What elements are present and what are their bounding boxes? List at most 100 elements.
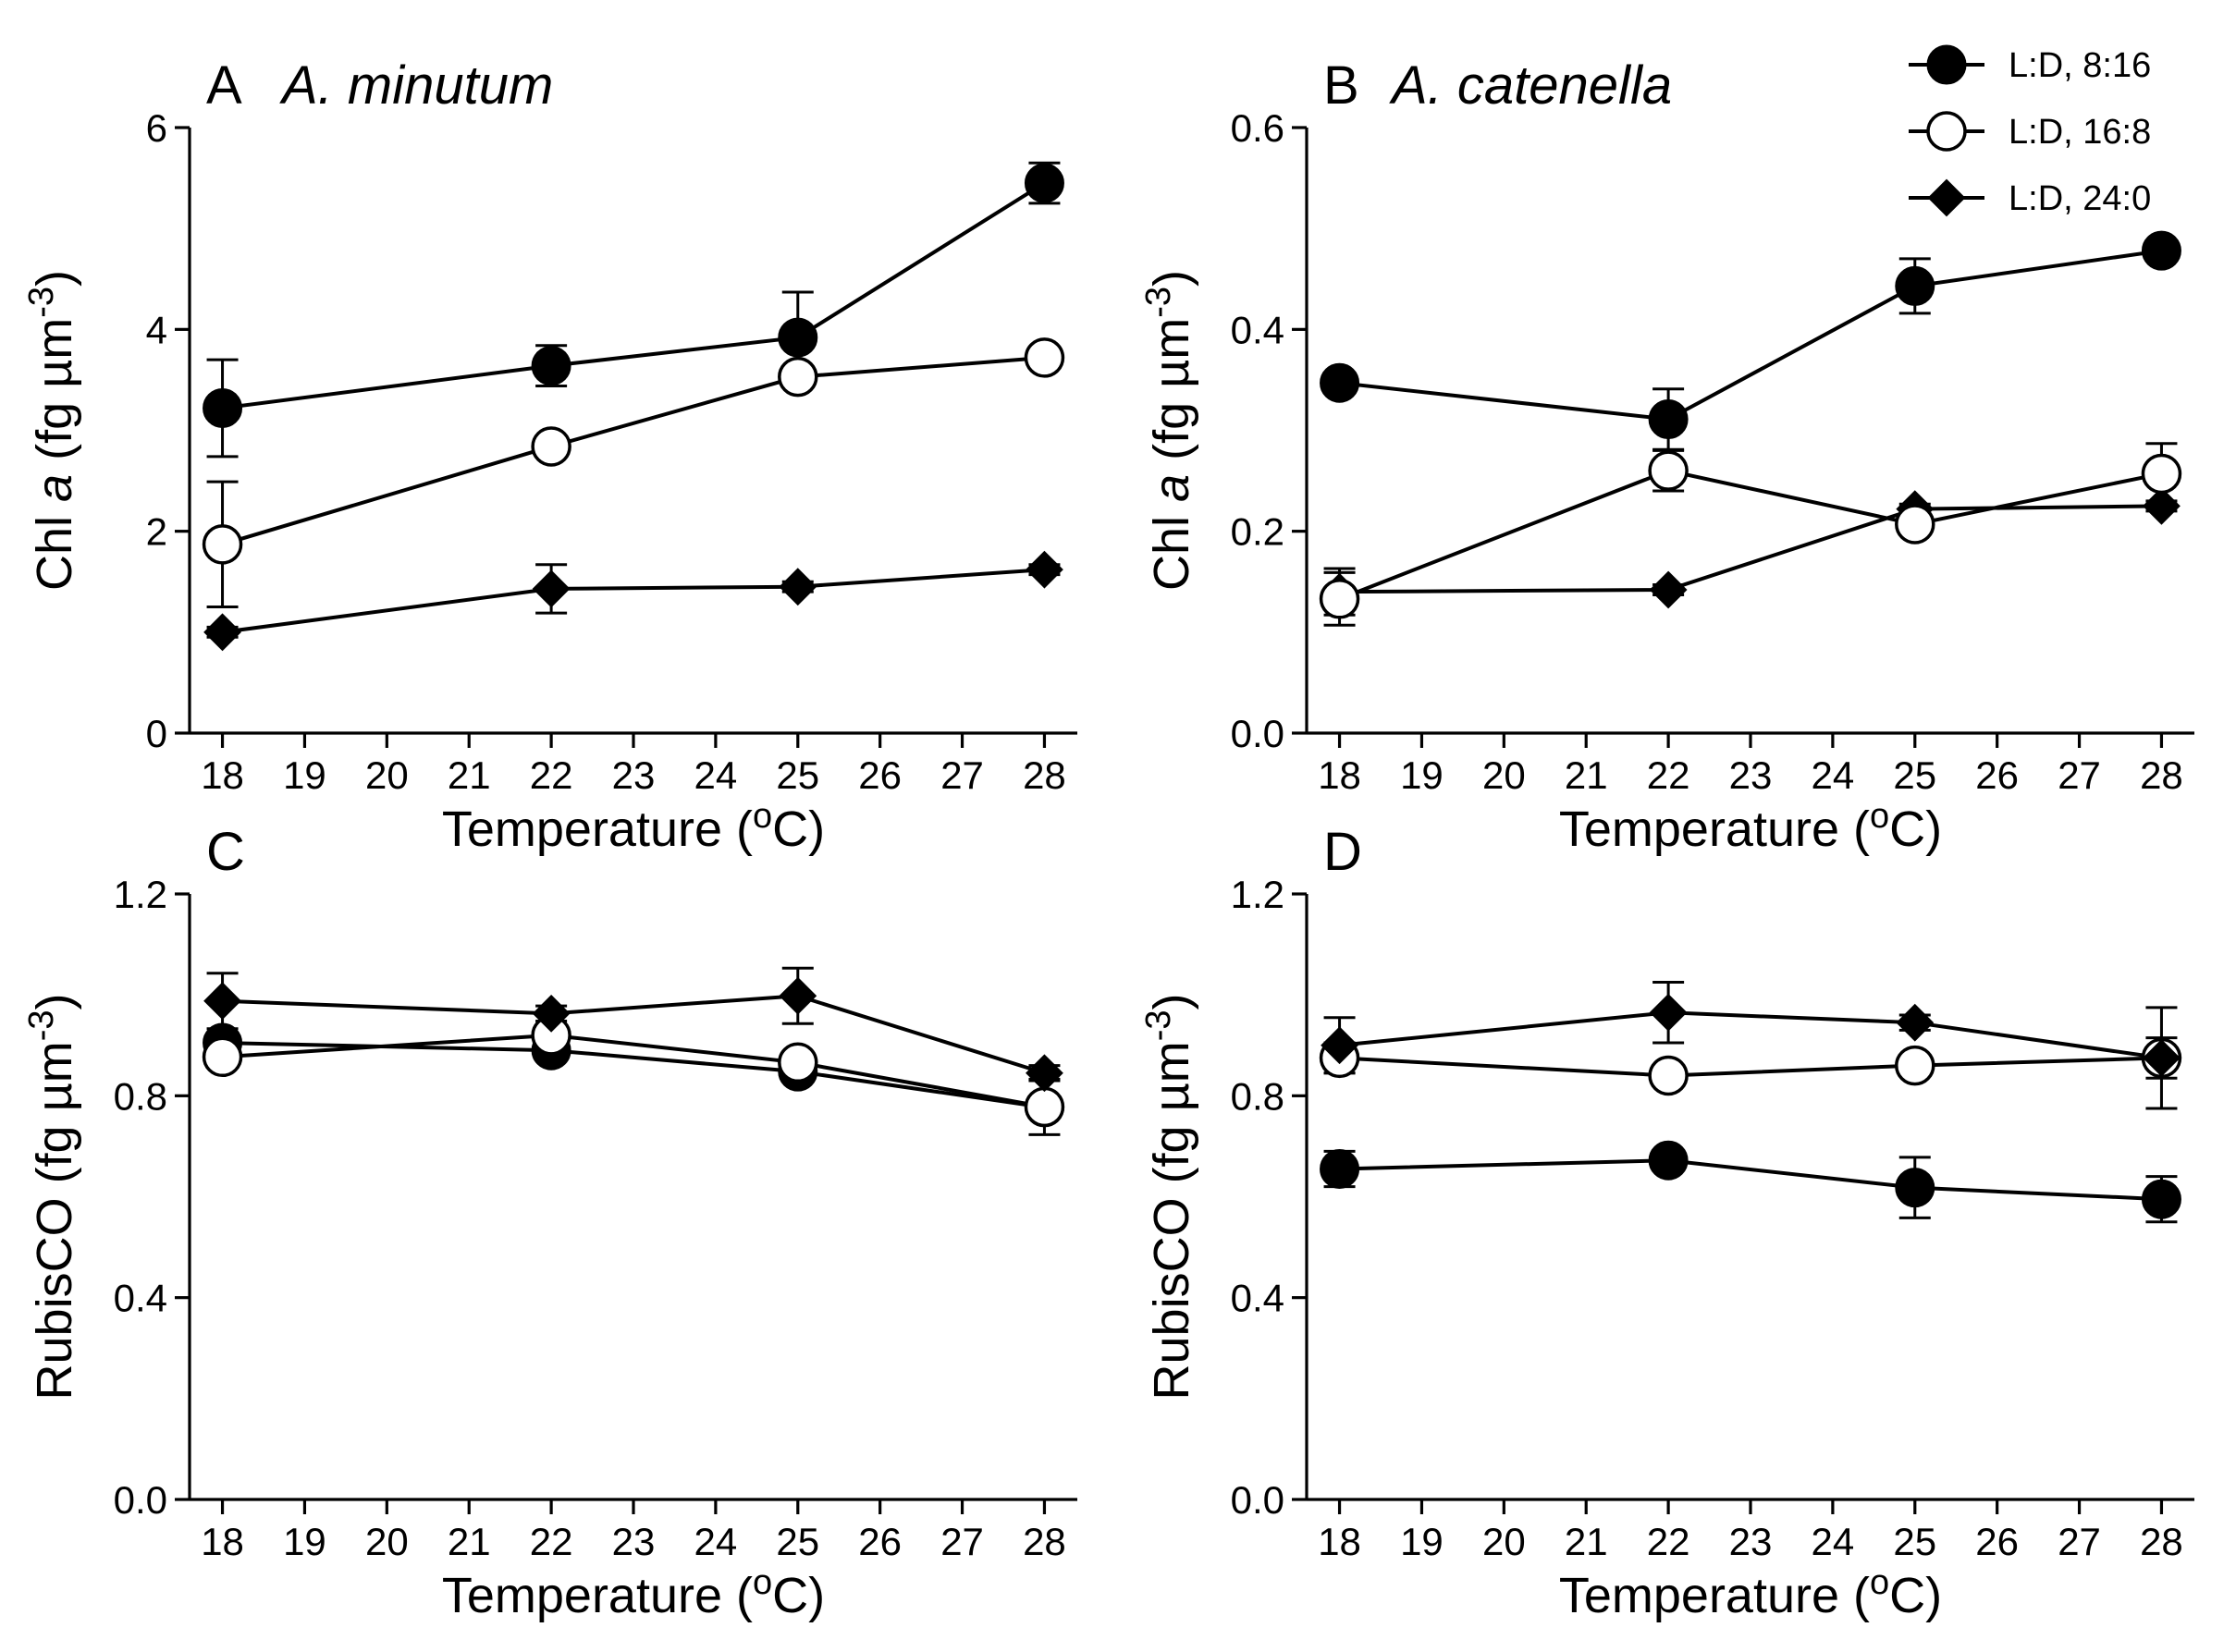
y-axis-label-text: RubisCO (fg µm	[1144, 1041, 1199, 1400]
y-tick-label: 1.2	[1231, 873, 1284, 916]
data-point	[1895, 265, 1935, 306]
series-ld816	[1323, 1149, 2178, 1224]
y-axis-label-text: RubisCO (fg µm	[27, 1041, 82, 1400]
x-axis-label: Temperature (oC)	[1559, 1563, 1942, 1623]
data-point	[2143, 1038, 2181, 1077]
y-tick-label: 0	[146, 712, 167, 755]
series-markers-ld168	[202, 337, 1065, 565]
data-point	[778, 356, 818, 398]
x-tick-label: 22	[1647, 1520, 1690, 1563]
y-tick-label: 0.0	[1231, 712, 1284, 755]
panel-b: 0.0 0.2 0.4 0.6 18 19 20 21 22 23 24 25 26 27 28 Temper…	[1139, 55, 2194, 857]
legend-label: L:D, 8:16	[2009, 46, 2151, 85]
y-tick-label: 0.8	[1231, 1074, 1284, 1118]
x-axis-label-superscript: o	[1870, 1563, 1889, 1602]
y-tick-label: 0.2	[1231, 510, 1284, 554]
series-line	[1339, 1158, 2162, 1202]
series-line	[222, 1033, 1045, 1109]
data-point	[1320, 362, 1360, 403]
x-axis-label-superscript: o	[753, 797, 772, 836]
y-tick-label: 1.2	[114, 873, 167, 916]
plots-layer: 0 24 6 18 19 20 21 22 23 24 25 26 27 28 Temperature (o…	[22, 55, 2194, 1623]
legend-marker	[1926, 44, 1967, 85]
panel-letter: D	[1323, 822, 1362, 882]
x-tick-label: 21	[448, 753, 491, 797]
x-tick-label: 26	[858, 1520, 902, 1563]
series-line	[1339, 1056, 2162, 1078]
legend-label: L:D, 16:8	[2009, 113, 2151, 152]
series-ld240	[1323, 981, 2178, 1110]
x-tick-label: 20	[365, 1520, 409, 1563]
x-tick-label: 24	[694, 753, 738, 797]
y-axis-label-text: Chl	[27, 502, 82, 591]
y-axis-label: RubisCO (fg µm-3)	[1139, 994, 1199, 1401]
x-tick-label: 24	[694, 1520, 738, 1563]
data-point	[1026, 1054, 1063, 1093]
x-tick-label: 25	[776, 753, 819, 797]
data-point	[1648, 398, 1689, 439]
x-tick-label: 28	[2140, 753, 2183, 797]
y-tick-label: 0.4	[1231, 1277, 1284, 1320]
x-axis-label-text-end: C)	[1889, 802, 1942, 857]
x-tick-label: 23	[1729, 1520, 1773, 1563]
x-tick-label: 20	[365, 753, 409, 797]
x-tick-label: 25	[776, 1520, 819, 1563]
series-ld816	[206, 161, 1061, 459]
x-tick-label: 25	[1893, 753, 1936, 797]
x-tick-label: 27	[2058, 1520, 2101, 1563]
x-tick-label: 25	[1893, 1520, 1936, 1563]
y-tick-label: 0.6	[1231, 106, 1284, 150]
panel-c: 0.0 0.4 0.8 1.2 18 19 20 21 22 23 24 25 26 27 28 Temper…	[22, 822, 1077, 1623]
x-tick-label: 19	[1400, 753, 1444, 797]
x-tick-label: 23	[612, 1520, 656, 1563]
data-point	[202, 1036, 243, 1078]
x-axis-label: Temperature (oC)	[1559, 797, 1942, 857]
y-tick-label: 0.0	[114, 1478, 167, 1522]
panel-letter: B	[1323, 55, 1359, 116]
legend-item-ld240: L:D, 24:0	[1909, 178, 2151, 218]
data-point	[779, 568, 817, 606]
data-point	[203, 982, 241, 1021]
y-axis-label-superscript: -3	[1139, 287, 1178, 318]
x-tick-label: 18	[201, 1520, 244, 1563]
data-point	[1649, 570, 1688, 609]
series-ld168	[206, 348, 1061, 609]
data-point	[203, 613, 241, 652]
data-point	[1321, 1026, 1358, 1065]
x-tick-label: 20	[1482, 1520, 1526, 1563]
y-axis-label: RubisCO (fg µm-3)	[22, 994, 82, 1401]
data-point	[1895, 1168, 1935, 1208]
data-point	[1024, 337, 1065, 378]
x-axis-label-text-end: C)	[772, 1568, 825, 1623]
y-tick-label: 6	[146, 106, 167, 150]
data-point	[531, 426, 571, 467]
data-point	[1648, 1055, 1689, 1096]
x-tick-label: 19	[283, 1520, 326, 1563]
data-point	[1024, 163, 1064, 203]
data-point	[779, 976, 817, 1015]
x-tick-label: 24	[1812, 753, 1855, 797]
y-axis-label: Chl a (fg µm-3)	[22, 270, 82, 591]
data-point	[778, 317, 818, 358]
panel-species-title: A. minutum	[279, 55, 553, 116]
series-line	[222, 994, 1046, 1075]
x-tick-label: 18	[1318, 1520, 1361, 1563]
x-axis-label-text-end: C)	[1889, 1568, 1942, 1623]
x-axis-label-text-end: C)	[772, 802, 825, 857]
x-tick-label: 22	[1647, 753, 1690, 797]
y-axis-label-italic: a	[1144, 474, 1199, 502]
x-tick-label: 27	[2058, 753, 2101, 797]
x-tick-label: 18	[201, 753, 244, 797]
x-tick-label: 28	[1023, 753, 1066, 797]
y-tick-label: 4	[146, 308, 167, 351]
data-point	[1648, 450, 1689, 491]
series-line	[222, 1041, 1045, 1109]
x-axis-label: Temperature (oC)	[442, 1563, 825, 1623]
series-line	[222, 568, 1045, 634]
panel-species-title: A. catenella	[1389, 55, 1672, 116]
data-point	[2141, 453, 2182, 495]
x-axis-label-superscript: o	[753, 1563, 772, 1602]
x-axis-label-superscript: o	[1870, 797, 1889, 836]
y-axis-label-superscript: -3	[22, 1010, 61, 1042]
y-axis-label-superscript: -3	[1139, 1010, 1178, 1042]
